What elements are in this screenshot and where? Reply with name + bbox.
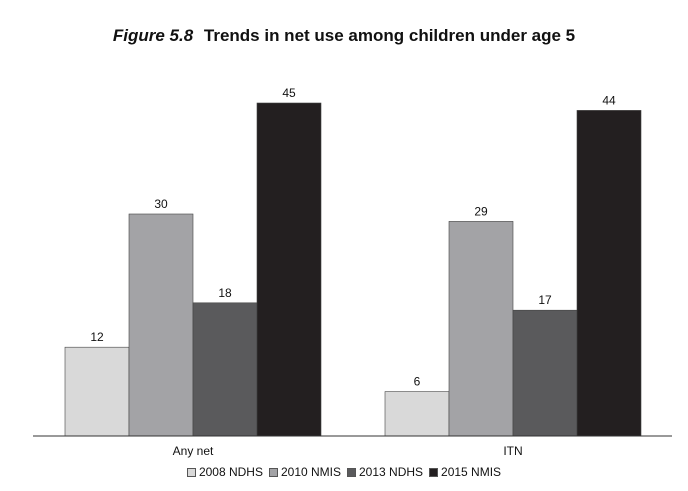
legend-swatch: [429, 467, 439, 477]
category-label: ITN: [503, 444, 522, 458]
legend-label: 2010 NMIS: [280, 465, 341, 479]
bar-itn-2010-nmis: [448, 221, 514, 437]
legend-label: 2013 NDHS: [359, 465, 424, 479]
data-label: 44: [602, 93, 616, 107]
data-label: 45: [282, 86, 296, 100]
legend-swatch: [268, 467, 278, 477]
bar-any-net-2015-nmis: [256, 102, 322, 437]
bar-any-net-2010-nmis: [128, 213, 194, 437]
data-label: 30: [154, 197, 168, 211]
legend-swatch: [186, 467, 196, 477]
legend-item: 2008 NDHS: [186, 465, 263, 479]
chart-legend: 2008 NDHS 2010 NMIS 2013 NDHS 2015 NMIS: [0, 465, 688, 480]
legend-label: 2015 NMIS: [441, 465, 502, 479]
data-label: 6: [414, 375, 421, 389]
category-label: Any net: [173, 444, 214, 458]
bar-any-net-2008-ndhs: [64, 346, 130, 437]
bar-itn-2008-ndhs: [384, 391, 450, 437]
legend-label: 2008 NDHS: [198, 465, 263, 479]
figure-label: Figure 5.8: [112, 26, 194, 45]
data-label: 18: [218, 286, 232, 300]
legend-swatch: [347, 467, 356, 477]
legend-item: 2013 NDHS: [347, 465, 423, 479]
bar-any-net-2013-ndhs: [192, 302, 258, 437]
bar-itn-2013-ndhs: [512, 309, 578, 437]
legend-item: 2015 NMIS: [429, 465, 501, 479]
data-label: 29: [474, 204, 488, 218]
legend-item: 2010 NMIS: [268, 465, 341, 479]
data-label: 17: [538, 293, 552, 307]
data-label: 12: [90, 330, 104, 344]
title-text: Trends in net use among children under a…: [203, 26, 576, 45]
chart-title: Figure 5.8 Trends in net use among child…: [0, 26, 688, 46]
bar-itn-2015-nmis: [576, 110, 642, 437]
